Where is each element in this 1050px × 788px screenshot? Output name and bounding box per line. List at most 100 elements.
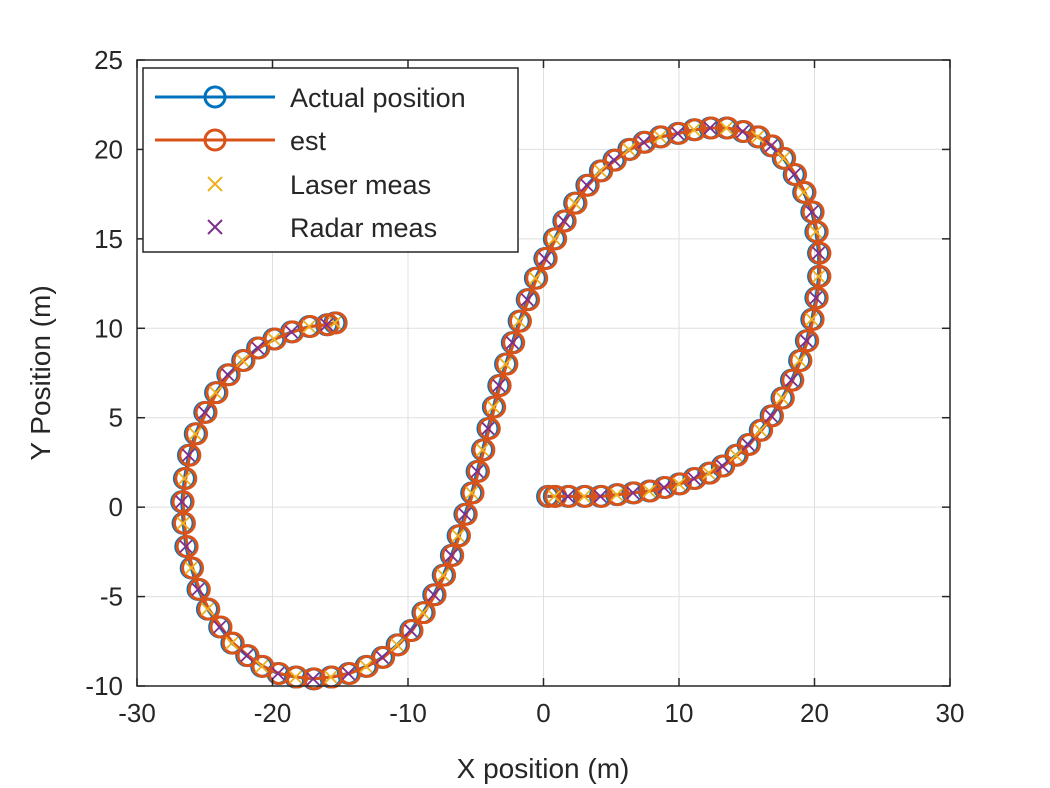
data-point-radar-meas — [805, 205, 819, 219]
y-tick-label: 25 — [94, 45, 123, 75]
data-point-radar-meas — [175, 495, 189, 509]
data-point-laser-meas — [225, 636, 239, 650]
data-point-radar-meas — [784, 373, 799, 387]
data-point-est — [495, 352, 519, 376]
data-point-est — [320, 665, 344, 689]
data-point-est — [285, 665, 309, 689]
series-layer — [170, 116, 832, 691]
data-point-laser-meas — [416, 606, 430, 620]
data-point-laser-meas — [811, 269, 826, 284]
data-point-laser-meas — [328, 316, 342, 330]
data-point-laser-meas — [200, 602, 215, 616]
data-point-est — [298, 314, 322, 338]
data-point-est — [483, 395, 507, 419]
y-tick-label: 15 — [94, 224, 123, 254]
data-point-est — [534, 247, 558, 271]
data-point-est — [784, 162, 808, 186]
data-point-laser-meas — [753, 423, 767, 437]
data-point-laser-meas — [451, 529, 465, 543]
data-point-radar-meas — [715, 459, 729, 473]
legend-entry-actual: Actual position — [155, 83, 466, 113]
data-point-est — [477, 416, 501, 440]
data-point-laser-meas — [208, 386, 223, 400]
data-point-laser-meas — [702, 466, 716, 480]
data-point-est — [412, 601, 436, 625]
data-point-est — [185, 422, 209, 446]
series-est — [171, 116, 832, 691]
data-point-est — [172, 511, 196, 535]
data-point-est — [508, 309, 532, 333]
data-point-laser-meas — [512, 314, 526, 328]
data-point-est — [771, 386, 795, 410]
data-point-est — [454, 502, 478, 526]
data-point-est — [700, 116, 724, 140]
data-point-est — [801, 307, 825, 331]
data-point-laser-meas — [687, 123, 701, 137]
data-point-laser-meas — [465, 486, 479, 500]
data-point-radar-meas — [198, 405, 212, 419]
data-point-est — [217, 363, 241, 387]
data-point-est — [488, 374, 512, 398]
data-point-radar-meas — [557, 214, 571, 228]
data-point-laser-meas — [653, 130, 667, 144]
y-tick-label: 5 — [109, 403, 123, 433]
data-point-est — [466, 459, 490, 483]
series-radar-meas — [175, 121, 826, 686]
x-tick-label: 20 — [800, 698, 829, 728]
data-point-radar-meas — [284, 325, 299, 339]
data-point-radar-meas — [458, 507, 472, 521]
x-tick-label: 10 — [665, 698, 694, 728]
legend-circle-marker-icon — [203, 85, 227, 109]
legend-label-radar: Radar meas — [290, 213, 437, 243]
data-point-est — [796, 329, 820, 353]
data-point-est — [171, 490, 195, 514]
tick-labels: -30 -20 -10 0 10 20 30 -10 -5 0 5 10 15 20 25 — [85, 45, 964, 728]
data-point-radar-meas — [240, 648, 254, 663]
data-point-laser-meas — [267, 332, 281, 346]
data-point-est — [606, 483, 630, 507]
data-point-est — [760, 404, 784, 428]
data-point-est — [316, 313, 340, 337]
data-point-est — [447, 524, 471, 548]
data-point-est — [553, 209, 577, 233]
axis-ticks — [136, 59, 951, 687]
data-point-radar-meas — [444, 548, 458, 563]
data-point-laser-meas — [176, 516, 190, 530]
data-point-est — [590, 484, 614, 508]
data-point-radar-meas — [481, 421, 495, 436]
data-point-laser-meas — [498, 357, 513, 371]
data-point-est — [750, 418, 774, 442]
data-point-radar-meas — [703, 121, 717, 135]
data-point-laser-meas — [302, 319, 316, 334]
data-point-radar-meas — [637, 135, 651, 149]
data-point-est — [683, 118, 707, 142]
data-point-radar-meas — [181, 448, 196, 462]
data-point-radar-meas — [191, 582, 205, 597]
data-point-est — [576, 173, 600, 197]
data-point-radar-meas — [811, 246, 826, 260]
legend-entry-laser: Laser meas — [207, 170, 431, 200]
legend-x-marker-icon — [207, 219, 223, 235]
data-point-radar-meas — [320, 318, 334, 332]
x-tick-label: 0 — [536, 698, 550, 728]
y-tick-label: -10 — [85, 671, 123, 701]
legend-label-actual: Actual position — [290, 83, 466, 113]
data-point-laser-meas — [593, 164, 608, 178]
data-point-est — [808, 241, 832, 265]
data-point-radar-meas — [492, 378, 506, 393]
data-point-laser-meas — [750, 130, 765, 144]
data-point-radar-meas — [271, 666, 285, 681]
data-point-est — [441, 543, 465, 567]
data-point-laser-meas — [776, 151, 790, 166]
data-point-radar-meas — [671, 126, 685, 140]
x-axis-label: X position (m) — [457, 753, 630, 784]
data-point-est — [178, 443, 202, 467]
data-point-radar-meas — [538, 251, 552, 266]
y-tick-label: -5 — [100, 582, 123, 612]
data-point-est — [544, 227, 568, 251]
data-point-est — [338, 661, 362, 685]
data-point-est — [387, 633, 411, 657]
data-point-radar-meas — [741, 437, 755, 452]
data-point-laser-meas — [775, 391, 789, 405]
data-point-est — [805, 286, 829, 310]
